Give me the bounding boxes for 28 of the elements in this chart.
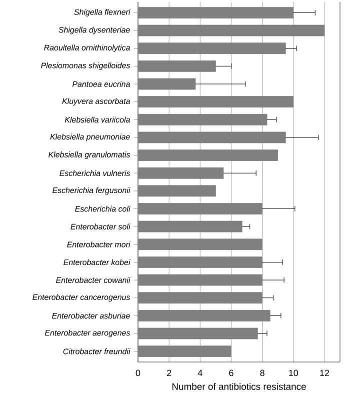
bar: [138, 6, 294, 18]
bar: [138, 78, 196, 90]
bar: [138, 274, 263, 286]
bar: [138, 185, 216, 197]
bar: [138, 167, 224, 179]
x-tick-label: 6: [229, 370, 234, 376]
x-tick-label: 2: [167, 370, 172, 376]
x-axis-title: Number of antibiotics resistance: [172, 382, 306, 390]
bar: [138, 238, 263, 250]
bar: [138, 132, 286, 144]
bar: [138, 310, 270, 322]
bar: [138, 328, 258, 340]
bar: [138, 42, 286, 54]
bar: [138, 96, 294, 108]
x-tick-label: 4: [198, 370, 202, 376]
bar: [138, 114, 268, 126]
x-tick-label: 8: [260, 370, 264, 376]
bar: [138, 203, 263, 214]
x-tick-label: 0: [136, 370, 140, 376]
bar: [138, 346, 232, 358]
bar: [138, 220, 242, 232]
x-tick-label: 12: [320, 370, 329, 376]
bar: [138, 256, 263, 268]
bar: [138, 60, 216, 72]
bar: [138, 150, 278, 161]
bar: [138, 292, 263, 304]
x-tick-label: 10: [289, 370, 298, 376]
bar: [138, 24, 325, 36]
